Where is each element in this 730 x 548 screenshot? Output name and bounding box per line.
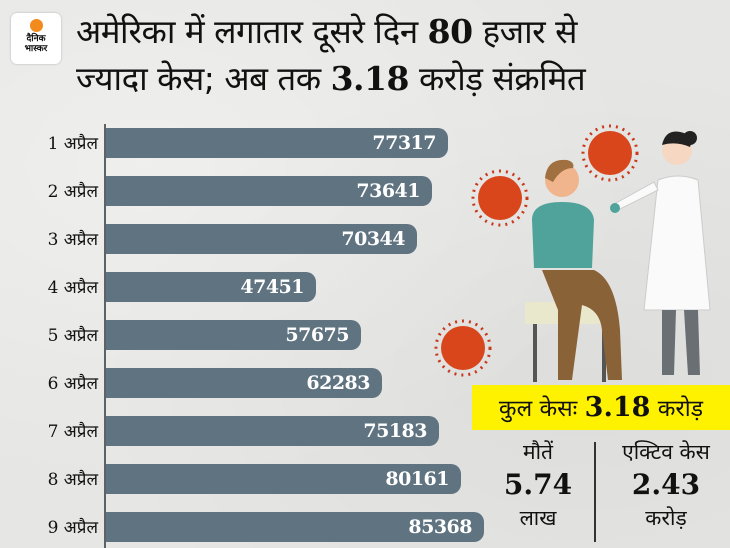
bar-category-label: 2 अप्रैल (47, 182, 98, 202)
deaths-value: 5.74 (503, 468, 573, 501)
stats-divider (594, 442, 596, 542)
bar-value-label: 70344 (341, 228, 405, 250)
y-axis-line (104, 124, 106, 548)
bar-value-label: 80161 (385, 468, 449, 490)
bar-category-label: 7 अप्रैल (47, 422, 98, 442)
active-cases-label: एक्टिव केस (622, 440, 710, 464)
bar-value-label: 77317 (372, 132, 436, 154)
virus-icon (471, 169, 529, 227)
bar-value-label: 57675 (285, 324, 349, 346)
total-cases-label: कुल केसः (498, 396, 578, 422)
bar-category-label: 3 अप्रैल (47, 230, 98, 250)
deaths-stat: मौतें 5.74 लाख (494, 437, 582, 533)
bar: 85368 (106, 512, 484, 542)
bar: 70344 (106, 224, 417, 254)
bar: 80161 (106, 464, 461, 494)
bar-category-label: 8 अप्रैल (47, 470, 98, 490)
bar-category-label: 4 अप्रैल (47, 278, 98, 298)
headline-text: हजार से (472, 12, 578, 51)
headline-number: 3.18 (330, 59, 410, 98)
bar: 75183 (106, 416, 439, 446)
bar-category-label: 5 अप्रैल (47, 326, 98, 346)
bar-value-label: 75183 (363, 420, 427, 442)
bar-category-label: 9 अप्रैल (47, 518, 98, 538)
bar: 73641 (106, 176, 432, 206)
bar-value-label: 62283 (306, 372, 370, 394)
swab-test-illustration (434, 124, 711, 382)
virus-icon (581, 124, 639, 182)
logo-line-2: भास्कर (24, 44, 48, 54)
bar: 57675 (106, 320, 361, 350)
total-cases-banner: कुल केसः 3.18 करोड़ (472, 385, 730, 430)
headline-text: करोड़ संक्रमित (408, 59, 586, 98)
bar-category-label: 6 अप्रैल (47, 374, 98, 394)
bar: 47451 (106, 272, 316, 302)
logo-line-1: दैनिक (26, 34, 46, 44)
total-cases-value: 3.18 (584, 392, 651, 423)
bar-value-label: 73641 (356, 180, 420, 202)
logo-dot-icon (29, 19, 43, 32)
headline-line-1: अमेरिका में लगातार दूसरे दिन 80 हजार से (76, 8, 726, 55)
bar: 62283 (106, 368, 382, 398)
headline-line-2: ज्यादा केस; अब तक 3.18 करोड़ संक्रमित (76, 55, 726, 102)
active-cases-value: 2.43 (631, 468, 701, 501)
active-cases-unit: करोड़ (645, 506, 687, 530)
deaths-label: मौतें (523, 440, 553, 464)
dainik-bhaskar-logo: दैनिक भास्कर (11, 13, 61, 64)
bar-value-label: 47451 (240, 276, 304, 298)
bar-value-label: 85368 (408, 516, 472, 538)
active-cases-stat: एक्टिव केस 2.43 करोड़ (604, 437, 728, 533)
headline-number: 80 (427, 12, 473, 51)
total-cases-unit: करोड़ (657, 396, 704, 422)
headline-text: ज्यादा केस; अब तक (76, 59, 331, 98)
headline: अमेरिका में लगातार दूसरे दिन 80 हजार से … (76, 8, 726, 102)
virus-icon (434, 319, 492, 377)
bar: 77317 (106, 128, 448, 158)
bar-category-label: 1 अप्रैल (47, 134, 98, 154)
headline-text: अमेरिका में लगातार दूसरे दिन (76, 12, 428, 51)
deaths-unit: लाख (519, 506, 557, 530)
